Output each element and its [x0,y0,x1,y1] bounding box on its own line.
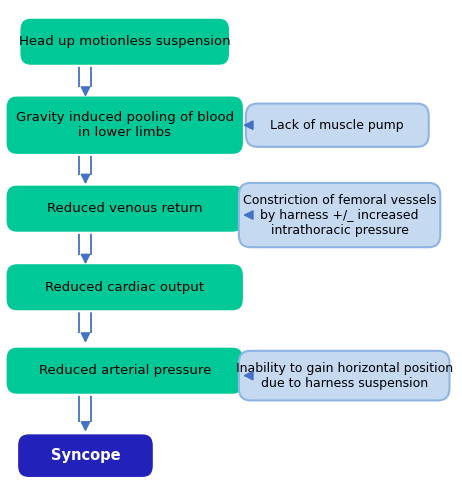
FancyBboxPatch shape [239,351,450,401]
Text: Syncope: Syncope [51,448,120,463]
Text: Reduced arterial pressure: Reduced arterial pressure [38,364,211,377]
FancyBboxPatch shape [6,185,244,233]
Text: Head up motionless suspension: Head up motionless suspension [19,35,231,48]
Text: Inability to gain horizontal position
due to harness suspension: Inability to gain horizontal position du… [236,361,453,390]
Text: Constriction of femoral vessels
by harness +/_ increased
intrathoracic pressure: Constriction of femoral vessels by harne… [243,193,436,237]
FancyBboxPatch shape [19,18,230,66]
Text: Gravity induced pooling of blood
in lower limbs: Gravity induced pooling of blood in lowe… [16,111,234,139]
Text: Lack of muscle pump: Lack of muscle pump [270,119,404,132]
FancyBboxPatch shape [246,104,429,147]
FancyBboxPatch shape [6,96,244,155]
Text: Reduced cardiac output: Reduced cardiac output [45,281,204,294]
FancyBboxPatch shape [6,263,244,311]
FancyBboxPatch shape [239,183,440,247]
FancyBboxPatch shape [6,347,244,395]
Text: Reduced venous return: Reduced venous return [47,202,202,215]
FancyBboxPatch shape [17,434,154,478]
